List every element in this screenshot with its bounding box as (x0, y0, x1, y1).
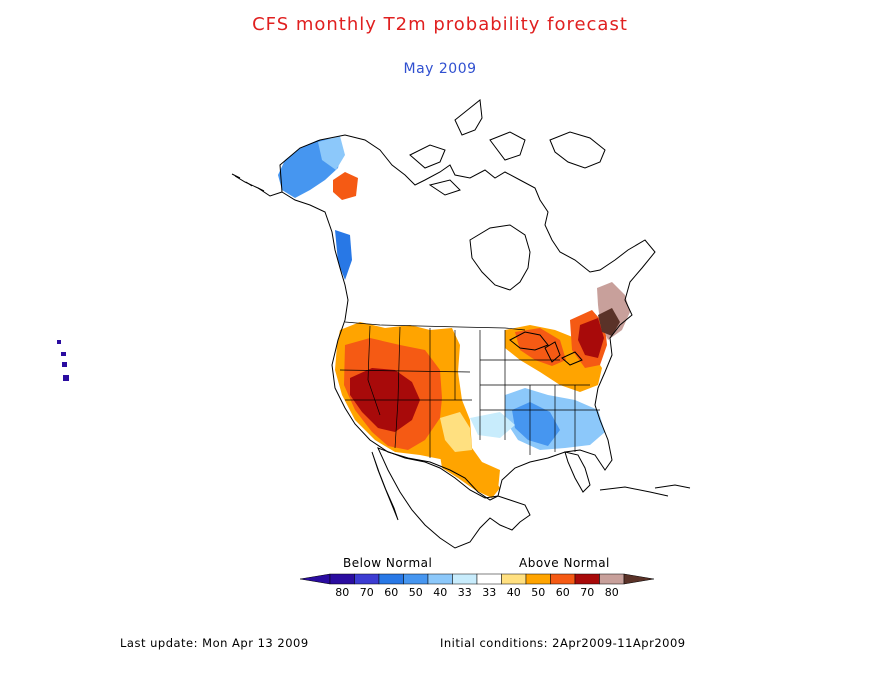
north-america-outline (279, 134, 656, 501)
legend-swatch (452, 573, 478, 585)
great-lakes (509, 331, 583, 366)
legend-swatch (427, 573, 453, 585)
state-borders (339, 321, 600, 458)
legend-tick-label: 50 (531, 586, 545, 599)
legend-tick-label: 80 (335, 586, 349, 599)
arctic-islands (409, 99, 526, 196)
legend-swatch (354, 573, 380, 585)
legend-tick-label: 80 (605, 586, 619, 599)
state-lines-central (479, 330, 600, 455)
caribbean (599, 484, 691, 497)
alaska-below-light (318, 136, 345, 170)
legend-tick-label: 50 (409, 586, 423, 599)
southeast-below-33 (470, 412, 515, 438)
hudson-bay (469, 224, 531, 291)
alaska-peninsula (234, 175, 283, 197)
legend-tick-label: 70 (580, 586, 594, 599)
legend-swatch (525, 573, 551, 585)
greenland (549, 131, 606, 169)
greatlakes-above-60 (515, 328, 566, 366)
legend-swatch (501, 573, 527, 585)
legend-tick-label: 40 (507, 586, 521, 599)
probability-shading (278, 136, 630, 498)
baja-outline (371, 451, 399, 521)
legend-above-label: Above Normal (519, 556, 610, 570)
map-title: CFS monthly T2m probability forecast (252, 14, 628, 35)
southeast-below-50 (512, 402, 560, 446)
forecast-map (57, 99, 691, 549)
state-lines-west (339, 325, 472, 458)
legend-tick-label: 70 (360, 586, 374, 599)
legend-arrow-low (300, 573, 331, 585)
florida (564, 451, 591, 493)
legend-colorbar: 80 70 60 50 40 33 33 40 50 60 70 80 (300, 573, 655, 599)
northeast-above-70 (578, 318, 604, 358)
legend-swatch (574, 573, 600, 585)
legend-tick-label: 60 (384, 586, 398, 599)
initial-conditions-text: Initial conditions: 2Apr2009-11Apr2009 (440, 636, 686, 650)
map-subtitle: May 2009 (403, 61, 477, 77)
legend-swatch (550, 573, 576, 585)
legend-below-label: Below Normal (343, 556, 433, 570)
aleutians (231, 173, 265, 192)
last-update-text: Last update: Mon Apr 13 2009 (120, 636, 309, 650)
legend-swatch (476, 573, 502, 585)
newengland-above-max (598, 308, 620, 336)
west-above-40 (440, 412, 472, 452)
legend-tick-label: 40 (433, 586, 447, 599)
us-canada-border (344, 321, 526, 331)
legend-tick-label: 60 (556, 586, 570, 599)
legend-tick-label: 33 (458, 586, 472, 599)
legend-swatch (378, 573, 404, 585)
legend-swatch (599, 573, 625, 585)
legend-tick-label: 33 (482, 586, 496, 599)
texas-orange (440, 455, 500, 498)
alaska-coast-blue (335, 230, 352, 280)
legend-arrow-high (623, 573, 655, 585)
land-outlines (231, 99, 691, 549)
legend-swatch (403, 573, 429, 585)
hawaii-islands (57, 340, 69, 381)
legend-swatch (329, 573, 355, 585)
mexico-outline (377, 447, 531, 549)
alaska-above-spot (333, 172, 358, 200)
